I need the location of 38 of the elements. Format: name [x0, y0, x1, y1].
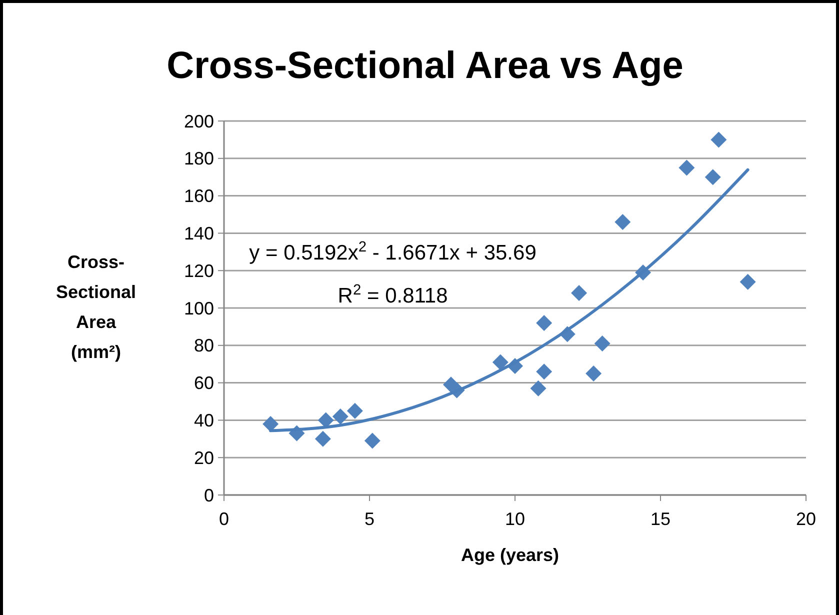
annotation: R$^{2}$ = 0.8118 — [338, 282, 448, 308]
point — [530, 380, 546, 396]
point — [571, 285, 588, 302]
point — [740, 274, 756, 290]
y-tick-label: 160 — [184, 186, 214, 206]
point — [614, 214, 631, 230]
y-tick-label: 120 — [184, 260, 214, 281]
x-axis-title: Age (years) — [460, 545, 560, 565]
point — [332, 408, 348, 424]
point — [364, 432, 380, 449]
point — [262, 416, 279, 432]
point — [492, 354, 508, 370]
y-tick-label: 140 — [184, 224, 214, 244]
y-tick-label: 20 — [194, 448, 214, 468]
y-tick-label: 80 — [194, 336, 214, 356]
y-tick-label: 0 — [204, 485, 214, 506]
x-tick-label: 0 — [218, 509, 230, 529]
point — [710, 132, 727, 148]
annotation: y = 0.5192x$^{2}$ - 1.6671x + 35.69 — [249, 239, 536, 264]
x-tick-label: 10 — [504, 509, 526, 529]
y-axis-title: Cross-Sectional Area (mm²) — [56, 252, 136, 362]
point — [536, 314, 552, 331]
y-tick-label: 180 — [184, 148, 214, 169]
point — [586, 365, 602, 382]
point — [704, 169, 721, 186]
point — [536, 364, 552, 380]
point — [678, 160, 695, 176]
chart-title: Cross-Sectional Area vs Age — [166, 45, 684, 87]
x-tick-label: 5 — [364, 509, 375, 529]
point — [594, 336, 610, 352]
y-tick-label: 100 — [184, 298, 214, 318]
y-tick-label: 40 — [194, 410, 214, 430]
y-tick-label: 200 — [184, 111, 214, 132]
x-tick-label: 20 — [796, 509, 816, 529]
point — [314, 430, 331, 447]
point — [346, 402, 363, 419]
x-tick-label: 15 — [650, 509, 671, 529]
y-tick-label: 60 — [194, 373, 214, 394]
